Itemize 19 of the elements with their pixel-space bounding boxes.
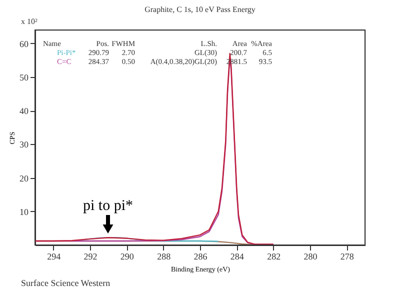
y-tick-label: 10 bbox=[20, 206, 29, 217]
y-tick-label: 20 bbox=[20, 173, 29, 184]
x-tick-label: 280 bbox=[304, 252, 318, 262]
text: x 10² bbox=[21, 17, 38, 26]
x-tick-label: 284 bbox=[230, 252, 244, 262]
x-tick-label: 292 bbox=[84, 252, 98, 262]
x-tick-label: 294 bbox=[47, 252, 62, 262]
y-tick-label: 50 bbox=[20, 72, 29, 83]
y-tick-label: 40 bbox=[20, 106, 29, 116]
text: Surface Science Western bbox=[21, 278, 111, 288]
y-tick-label: 30 bbox=[20, 140, 29, 150]
chart-title: Graphite, C 1s, 10 eV Pass Energy bbox=[144, 5, 256, 14]
annotation: pi to pi* bbox=[82, 198, 134, 214]
x-tick-label: 288 bbox=[157, 252, 172, 262]
x-tick-label: 290 bbox=[120, 252, 134, 262]
x-tick-label: 286 bbox=[194, 252, 208, 262]
y-tick-label: 60 bbox=[20, 38, 29, 49]
x-tick-label: 282 bbox=[267, 252, 281, 262]
x-tick-label: 278 bbox=[340, 252, 354, 262]
